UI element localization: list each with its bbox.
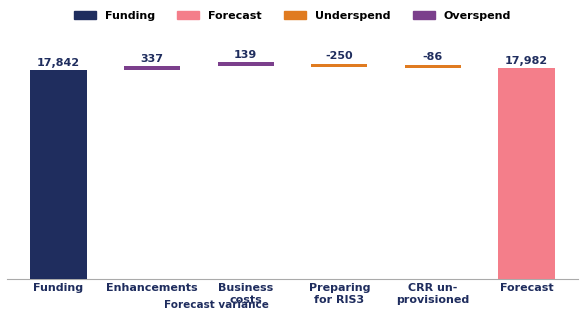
Legend: Funding, Forecast, Underspend, Overspend: Funding, Forecast, Underspend, Overspend	[69, 7, 516, 25]
Text: -86: -86	[423, 52, 443, 62]
Bar	[311, 64, 367, 67]
Bar	[498, 68, 555, 279]
Text: 17,842: 17,842	[37, 57, 80, 68]
Text: 337: 337	[140, 54, 164, 64]
Bar	[124, 66, 180, 70]
Text: -250: -250	[325, 51, 353, 61]
Bar	[30, 70, 87, 279]
Text: 17,982: 17,982	[505, 56, 548, 66]
Bar	[218, 62, 274, 66]
Bar	[405, 65, 461, 68]
Text: Forecast variance: Forecast variance	[164, 300, 269, 310]
Text: 139: 139	[234, 50, 257, 60]
